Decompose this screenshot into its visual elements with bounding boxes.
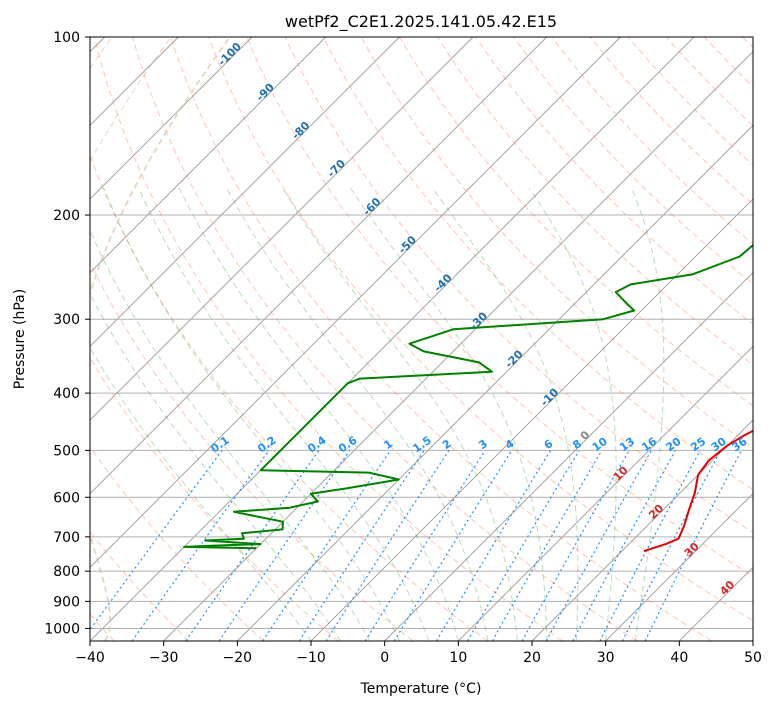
mixing-ratio-line: [298, 450, 425, 641]
isotherm-line: [163, 51, 753, 641]
mixing-ratio-line: [621, 450, 722, 641]
mixing-ratio-line: [131, 450, 270, 641]
x-tick-label: 40: [670, 650, 688, 666]
isotherm-line: [458, 345, 753, 641]
chart-title: wetPf2_C2E1.2025.141.05.42.E15: [285, 12, 557, 32]
mixing-ratio-line: [393, 450, 513, 641]
x-tick-label: 30: [597, 650, 615, 666]
moist-adiabat-line: [226, 187, 489, 641]
x-tick-label: 20: [523, 650, 541, 666]
y-tick-label: 500: [53, 443, 80, 459]
mixing-ratio-line: [491, 450, 603, 641]
isotherm-line: [531, 419, 753, 641]
mixing-ratio-line: [545, 450, 652, 641]
y-tick-label: 900: [53, 594, 80, 610]
isotherm-line: [384, 272, 753, 641]
dry-adiabat-line: [475, 37, 753, 325]
moist-adiabat-line: [630, 187, 665, 641]
mixing-ratio-line: [435, 450, 552, 641]
mixing-ratio-line: [644, 450, 743, 641]
y-tick-label: 200: [53, 208, 80, 224]
mixing-ratio-line: [364, 450, 486, 641]
plot-frame: [89, 36, 754, 642]
dry-adiabat-line: [322, 37, 753, 491]
x-tick-label: −30: [149, 650, 179, 666]
y-tick-label: 400: [53, 386, 80, 402]
x-tick-label: 10: [449, 650, 467, 666]
isotherm-line: [90, 37, 621, 568]
moist-adiabat-line: [528, 187, 617, 641]
x-tick-label: −20: [223, 650, 253, 666]
mixing-ratio-line: [466, 450, 580, 641]
isotherm-line: [90, 37, 547, 495]
x-tick-label: −40: [75, 650, 105, 666]
isotherm-line: [310, 198, 753, 641]
dry-adiabat-line: [170, 37, 712, 641]
x-tick-label: 50: [744, 650, 762, 666]
isotherm-line: [90, 37, 695, 641]
isotherm-line: [90, 37, 253, 200]
x-axis-label: Temperature (°C): [360, 681, 482, 697]
moist-adiabat-line: [90, 292, 341, 641]
isotherm-line: [605, 493, 753, 641]
y-tick-label: 700: [53, 530, 80, 546]
mixing-ratio-line: [521, 450, 630, 641]
isotherm-line: [90, 37, 326, 274]
y-tick-label: 600: [53, 490, 80, 506]
y-tick-label: 1000: [44, 621, 80, 637]
y-tick-label: 800: [53, 564, 80, 580]
dry-adiabat-line: [90, 261, 414, 641]
mixing-ratio-line: [599, 450, 701, 641]
moist-adiabat-line: [138, 187, 430, 641]
dry-adiabat-line: [90, 445, 264, 641]
y-tick-label: 100: [53, 30, 80, 46]
isotherm-line: [237, 124, 753, 641]
dry-adiabat-line: [93, 37, 563, 641]
moist-adiabat-line: [282, 187, 518, 641]
x-tick-label: −10: [296, 650, 326, 666]
dry-adiabat-line: [246, 37, 753, 577]
dry-adiabat-line: [131, 37, 638, 641]
mixing-ratio-line: [572, 450, 677, 641]
mixing-ratio-line: [90, 450, 223, 631]
temperature-profile-line: [643, 429, 753, 553]
y-axis-label: Pressure (hPa): [12, 289, 28, 389]
isotherm-line: [90, 37, 400, 347]
dewpoint-profile-line: [183, 243, 753, 550]
theta-e-line: [90, 37, 231, 641]
moist-adiabat-line: [178, 187, 459, 641]
x-tick-label: 0: [380, 650, 389, 666]
moist-adiabat-line: [90, 229, 371, 641]
dry-adiabat-line: [284, 37, 753, 534]
y-tick-label: 300: [53, 312, 80, 328]
mixing-ratio-line: [325, 450, 450, 641]
dry-adiabat-line: [208, 37, 753, 622]
dry-adiabat-line: [513, 37, 753, 285]
isotherm-line: [90, 37, 474, 421]
